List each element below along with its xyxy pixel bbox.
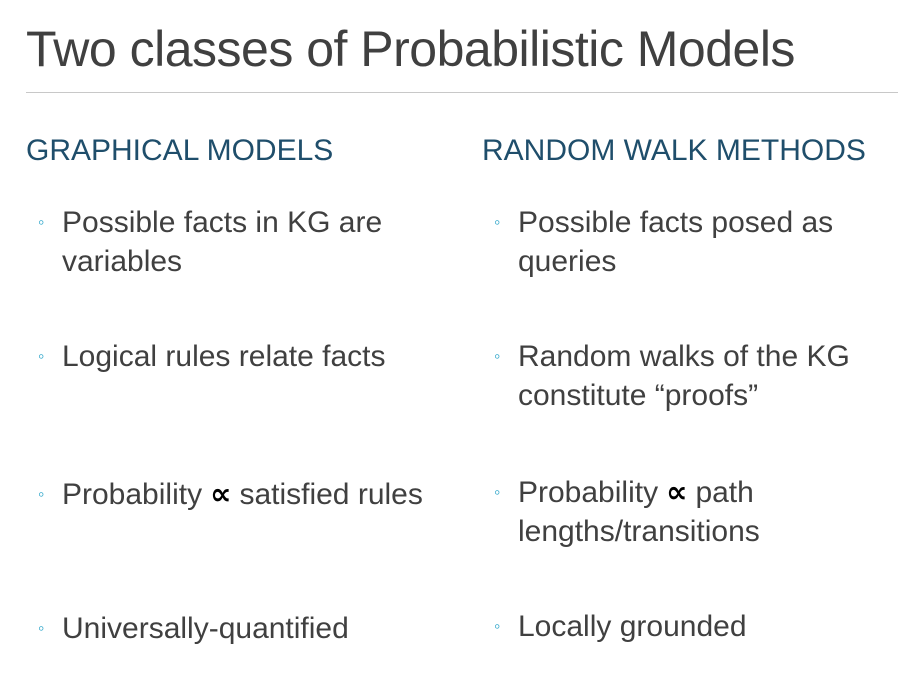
bullet-text: Locally grounded [518,610,747,643]
bullet-text-before: Probability [518,476,659,509]
proportional-symbol: ∝ [210,478,232,511]
title-divider [26,92,898,93]
left-bullet-1: ◦ Possible facts in KG are variables [26,203,446,281]
right-bullet-4: ◦ Locally grounded [482,607,892,646]
bullet-icon: ◦ [494,616,501,636]
bullet-icon: ◦ [38,212,45,232]
bullet-text-after: path lengths/transitions [518,476,760,548]
right-column-heading: RANDOM WALK METHODS [482,134,866,167]
bullet-icon: ◦ [494,212,501,232]
bullet-icon: ◦ [38,346,45,366]
right-bullet-1: ◦ Possible facts posed as queries [482,203,892,281]
left-column: GRAPHICAL MODELS ◦ Possible facts in KG … [26,131,446,645]
bullet-icon: ◦ [38,618,45,638]
bullet-text: Possible facts posed as queries [518,206,834,278]
right-column: RANDOM WALK METHODS ◦ Possible facts pos… [482,131,892,643]
left-column-heading: GRAPHICAL MODELS [26,134,334,167]
bullet-text: Random walks of the KG constitute “proof… [518,340,850,412]
left-bullet-4: ◦ Universally-quantified [26,609,446,648]
right-bullet-3: ◦ Probability ∝ path lengths/transitions [482,473,892,551]
proportional-symbol: ∝ [666,476,688,509]
bullet-icon: ◦ [494,346,501,366]
bullet-text: Possible facts in KG are variables [62,206,383,278]
bullet-text-after: satisfied rules [239,478,423,511]
bullet-text: Logical rules relate facts [62,340,386,373]
left-bullet-2: ◦ Logical rules relate facts [26,337,446,376]
bullet-icon: ◦ [494,482,501,502]
bullet-text-before: Probability [62,478,203,511]
bullet-text: Universally-quantified [62,612,349,645]
left-bullet-3: ◦ Probability ∝ satisfied rules [26,475,446,514]
right-bullet-2: ◦ Random walks of the KG constitute “pro… [482,337,892,415]
bullet-icon: ◦ [38,484,45,504]
slide-title: Two classes of Probabilistic Models [26,21,795,77]
